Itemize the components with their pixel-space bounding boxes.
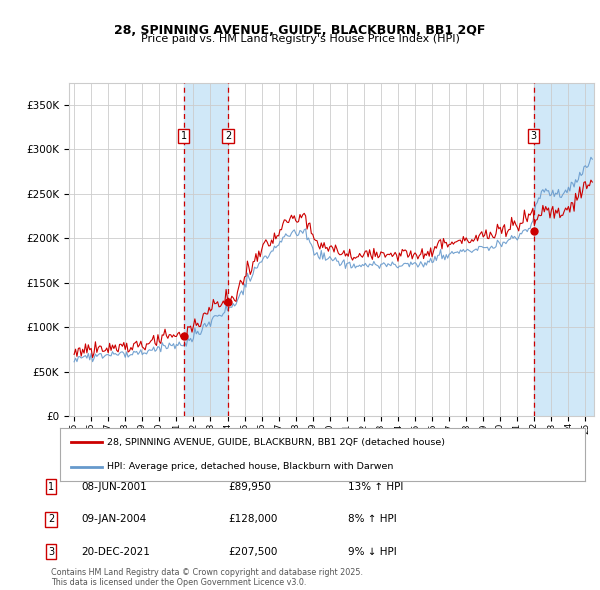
Text: 20-DEC-2021: 20-DEC-2021	[81, 547, 150, 556]
Text: 1: 1	[48, 482, 54, 491]
Text: HPI: Average price, detached house, Blackburn with Darwen: HPI: Average price, detached house, Blac…	[107, 462, 394, 471]
Text: 3: 3	[531, 131, 537, 141]
Text: 13% ↑ HPI: 13% ↑ HPI	[348, 482, 403, 491]
Text: 08-JUN-2001: 08-JUN-2001	[81, 482, 147, 491]
Text: 2: 2	[225, 131, 231, 141]
Text: Contains HM Land Registry data © Crown copyright and database right 2025.
This d: Contains HM Land Registry data © Crown c…	[51, 568, 363, 587]
Text: 2: 2	[48, 514, 54, 524]
Text: £89,950: £89,950	[228, 482, 271, 491]
Text: £207,500: £207,500	[228, 547, 277, 556]
Text: 28, SPINNING AVENUE, GUIDE, BLACKBURN, BB1 2QF (detached house): 28, SPINNING AVENUE, GUIDE, BLACKBURN, B…	[107, 438, 445, 447]
Text: 8% ↑ HPI: 8% ↑ HPI	[348, 514, 397, 524]
Text: 28, SPINNING AVENUE, GUIDE, BLACKBURN, BB1 2QF: 28, SPINNING AVENUE, GUIDE, BLACKBURN, B…	[115, 24, 485, 37]
Text: Price paid vs. HM Land Registry's House Price Index (HPI): Price paid vs. HM Land Registry's House …	[140, 34, 460, 44]
Text: 3: 3	[48, 547, 54, 556]
Bar	[184, 83, 228, 416]
Bar	[534, 83, 600, 416]
Text: 09-JAN-2004: 09-JAN-2004	[81, 514, 146, 524]
Text: £128,000: £128,000	[228, 514, 277, 524]
Text: 9% ↓ HPI: 9% ↓ HPI	[348, 547, 397, 556]
Text: 1: 1	[181, 131, 187, 141]
